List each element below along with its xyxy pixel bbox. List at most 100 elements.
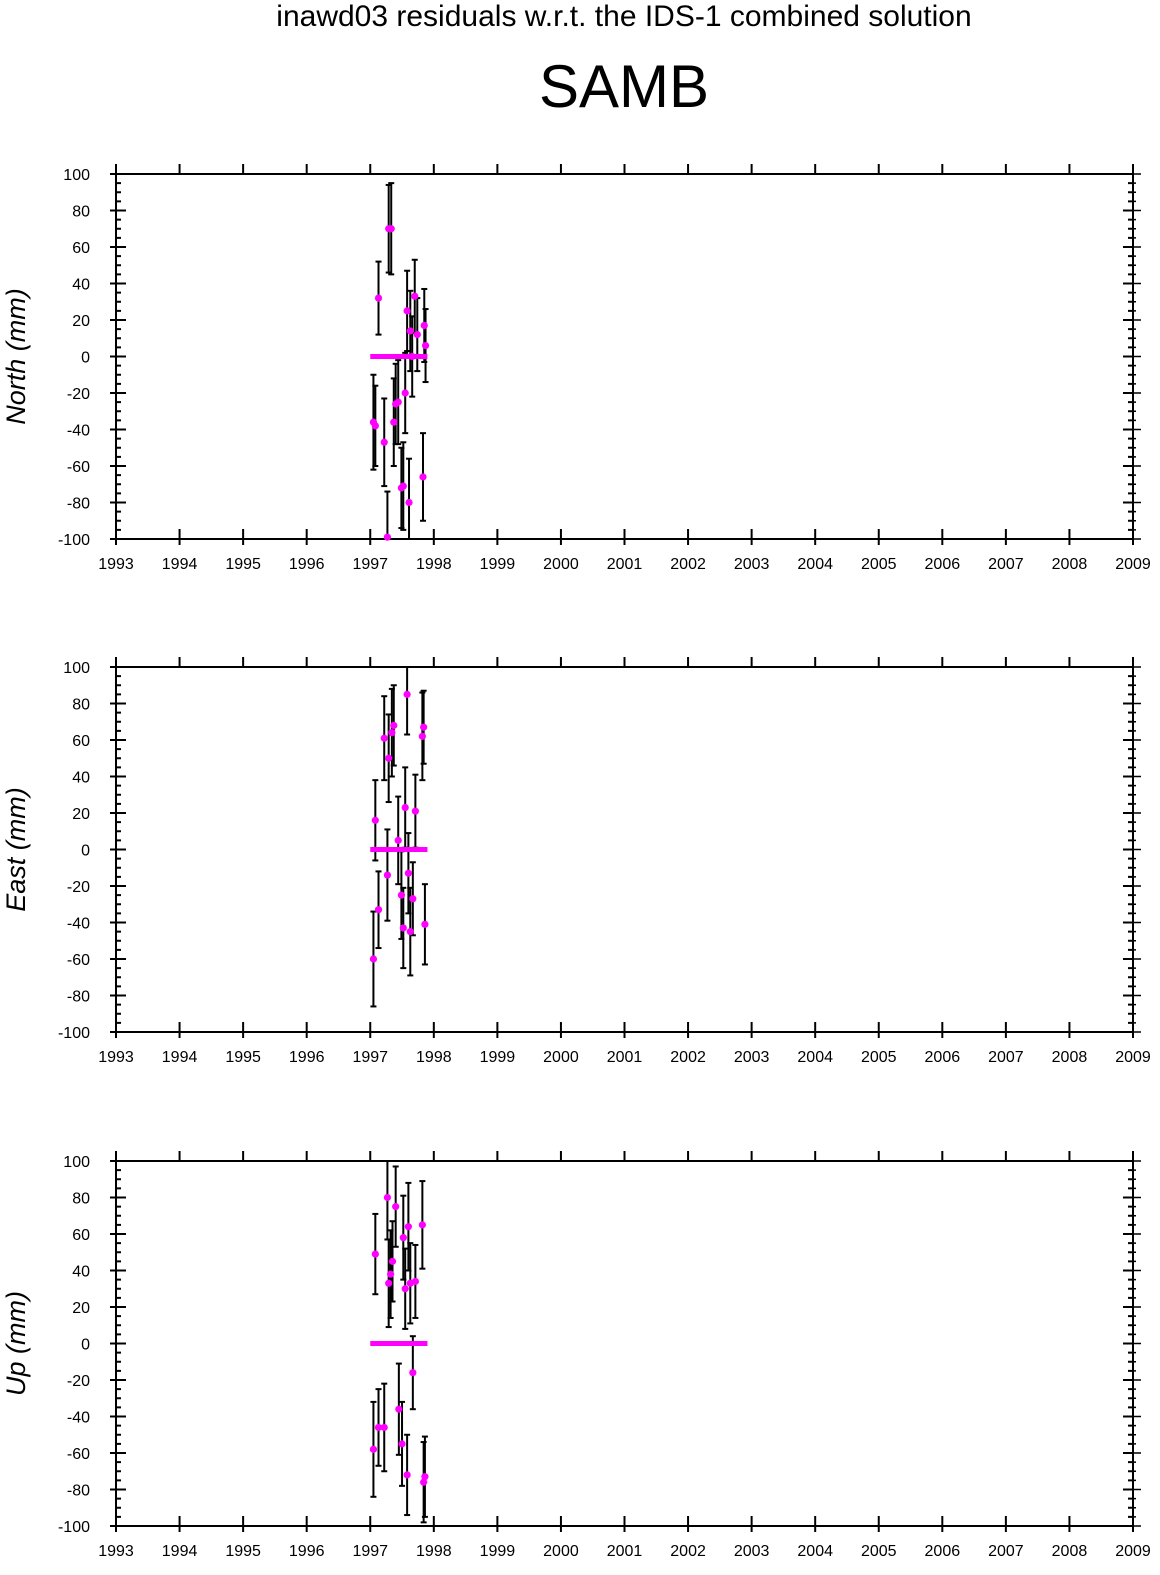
north-data-point <box>421 341 430 350</box>
up-data-point <box>369 1445 378 1453</box>
east-x-tick-label: 1999 <box>480 1049 516 1066</box>
up-data-point <box>398 1440 406 1448</box>
north-x-tick-label: 2000 <box>543 556 579 573</box>
east-data-point <box>406 928 414 936</box>
up-y-tick-label: 60 <box>72 1227 90 1244</box>
up-x-tick-label: 1995 <box>225 1543 261 1560</box>
up-x-tick-label: 2008 <box>1052 1543 1088 1560</box>
north-y-tick-label: 80 <box>72 204 90 221</box>
north-x-tick-label: 1994 <box>162 556 198 573</box>
up-x-tick-label: 2003 <box>734 1543 770 1560</box>
north-data-point <box>408 352 416 361</box>
north-data-point <box>419 473 427 481</box>
north-x-tick-label: 1997 <box>352 556 388 573</box>
north-data-point <box>411 292 419 300</box>
north-data-point <box>403 307 411 315</box>
north-data-point <box>374 294 383 302</box>
up-x-tick-label: 1993 <box>98 1543 134 1560</box>
east-data-point <box>383 871 392 879</box>
east-y-tick-label: 0 <box>81 843 90 860</box>
up-data-point <box>388 1257 397 1265</box>
north-y-tick-label: 20 <box>72 313 90 330</box>
north-data-point <box>406 327 414 335</box>
north-x-tick-label: 2008 <box>1052 556 1088 573</box>
north-y-tick-label: 0 <box>81 350 90 367</box>
north-x-tick-label: 2006 <box>925 556 961 573</box>
north-x-tick-label: 2007 <box>988 556 1024 573</box>
east-plot-frame <box>115 666 1134 1033</box>
east-y-tick-label: 20 <box>72 806 90 823</box>
east-data-point <box>403 690 411 698</box>
east-data-point <box>409 895 417 903</box>
north-x-tick-label: 1998 <box>416 556 452 573</box>
up-y-tick-label: -20 <box>67 1373 90 1390</box>
up-y-tick-label: -40 <box>67 1410 90 1427</box>
east-x-tick-label: 2005 <box>861 1049 897 1066</box>
east-data-point <box>380 734 388 742</box>
north-x-tick-label: 2009 <box>1115 556 1151 573</box>
up-data-point <box>395 1405 403 1413</box>
east-data-point <box>401 803 409 812</box>
up-y-tick-label: -100 <box>58 1519 90 1536</box>
east-x-tick-label: 2006 <box>925 1049 961 1066</box>
up-x-tick-label: 2006 <box>925 1543 961 1560</box>
east-x-tick-label: 2000 <box>543 1049 579 1066</box>
up-x-tick-label: 2004 <box>797 1543 833 1560</box>
north-y-tick-label: 40 <box>72 277 90 294</box>
east-data-point <box>420 723 428 731</box>
east-data-point <box>374 906 383 914</box>
east-data-point <box>404 869 412 877</box>
north-x-tick-label: 2001 <box>607 556 643 573</box>
north-data-point <box>401 389 409 397</box>
up-data-point <box>418 1221 426 1229</box>
east-data-point <box>388 729 396 737</box>
north-data-point <box>387 225 395 233</box>
up-y-tick-label: 0 <box>81 1337 90 1354</box>
north-x-tick-label: 1999 <box>480 556 516 573</box>
east-x-tick-label: 1996 <box>289 1049 325 1066</box>
up-y-tick-label: 100 <box>63 1154 90 1171</box>
up-data-point <box>404 1223 412 1231</box>
east-y-tick-label: 80 <box>72 697 90 714</box>
up-x-tick-label: 2009 <box>1115 1543 1151 1560</box>
up-data-point <box>383 1193 392 1202</box>
north-data-point <box>399 482 407 490</box>
east-x-tick-label: 1995 <box>225 1049 261 1066</box>
up-data-point <box>374 1423 383 1432</box>
east-y-tick-label: -80 <box>67 989 90 1006</box>
north-x-tick-label: 2002 <box>670 556 706 573</box>
east-y-axis-label: East (mm) <box>1 787 31 912</box>
station-name: SAMB <box>538 53 710 120</box>
east-x-tick-label: 2004 <box>797 1049 833 1066</box>
up-data-point <box>380 1423 388 1432</box>
north-x-tick-label: 2005 <box>861 556 897 573</box>
north-data-point <box>380 438 388 446</box>
up-y-tick-label: -60 <box>67 1446 90 1463</box>
east-data-point <box>390 721 398 730</box>
east-data-point <box>418 732 426 740</box>
east-x-tick-label: 2003 <box>734 1049 770 1066</box>
east-x-tick-label: 2002 <box>670 1049 706 1066</box>
north-data-point <box>390 418 398 426</box>
up-y-tick-label: -80 <box>67 1483 90 1500</box>
up-data-point <box>385 1279 393 1287</box>
north-x-tick-label: 1993 <box>98 556 134 573</box>
east-data-point <box>411 807 419 815</box>
north-y-tick-label: -100 <box>58 532 90 549</box>
north-y-tick-label: -40 <box>67 423 90 440</box>
up-x-tick-label: 1994 <box>162 1543 198 1560</box>
up-data-point <box>420 1478 428 1486</box>
east-data-point <box>397 891 405 899</box>
up-data-point <box>403 1471 411 1479</box>
up-x-tick-label: 2001 <box>607 1543 643 1560</box>
up-x-tick-label: 2005 <box>861 1543 897 1560</box>
east-y-tick-label: -20 <box>67 879 90 896</box>
up-x-tick-label: 1998 <box>416 1543 452 1560</box>
east-data-point <box>421 920 429 928</box>
east-data-point <box>385 754 393 762</box>
up-data-point <box>409 1369 417 1377</box>
north-x-tick-label: 1996 <box>289 556 325 573</box>
up-y-tick-label: 40 <box>72 1264 90 1281</box>
up-data-point <box>371 1250 379 1258</box>
